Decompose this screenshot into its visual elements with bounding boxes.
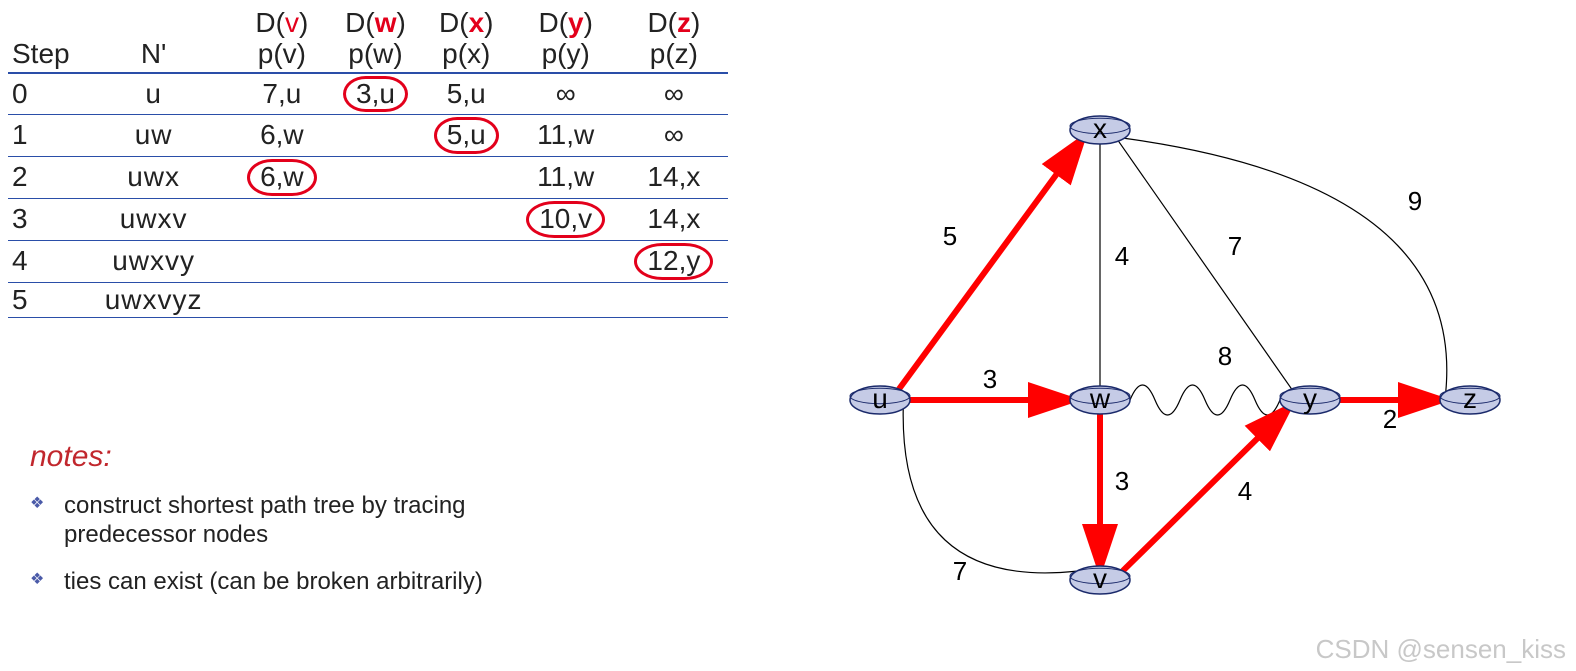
step-cell: 1 xyxy=(8,115,74,157)
dist-cell xyxy=(421,157,512,199)
dist-cell xyxy=(234,240,331,282)
graph-node: z xyxy=(1440,383,1500,414)
svg-text:4: 4 xyxy=(1238,476,1252,506)
dist-cell: 12,y xyxy=(620,240,728,282)
dist-cell: 14,x xyxy=(620,157,728,199)
note-item: construct shortest path tree by tracing … xyxy=(30,492,490,550)
dist-cell xyxy=(421,198,512,240)
svg-text:8: 8 xyxy=(1218,341,1232,371)
graph-node: y xyxy=(1280,383,1340,414)
table-row: 5uwxvyz xyxy=(8,282,728,318)
dist-cell xyxy=(234,198,331,240)
dist-cell xyxy=(330,198,421,240)
dist-cell: 11,w xyxy=(512,115,620,157)
svg-text:3: 3 xyxy=(983,364,997,394)
col-py: p(y) xyxy=(512,39,620,73)
nprime-cell: uwxvy xyxy=(74,240,234,282)
col-pv: p(v) xyxy=(234,39,331,73)
dist-cell: ∞ xyxy=(620,115,728,157)
svg-text:v: v xyxy=(1093,563,1107,594)
dist-cell: ∞ xyxy=(512,73,620,115)
col-step: Step xyxy=(8,39,74,73)
notes-section: notes: construct shortest path tree by t… xyxy=(30,440,490,614)
svg-text:7: 7 xyxy=(1228,231,1242,261)
step-cell: 0 xyxy=(8,73,74,115)
dist-cell: 5,u xyxy=(421,115,512,157)
dist-cell xyxy=(330,282,421,318)
watermark: CSDN @sensen_kiss xyxy=(1316,634,1566,665)
graph-node: v xyxy=(1070,563,1130,594)
svg-text:w: w xyxy=(1089,383,1111,414)
svg-text:y: y xyxy=(1303,383,1317,414)
table-row: 1uw6,w 5,u11,w∞ xyxy=(8,115,728,157)
dist-cell xyxy=(421,282,512,318)
dist-cell xyxy=(512,282,620,318)
table-row: 2uwx6,w 11,w14,x xyxy=(8,157,728,199)
step-cell: 3 xyxy=(8,198,74,240)
dist-cell: 6,w xyxy=(234,115,331,157)
dist-cell xyxy=(234,282,331,318)
graph-node: x xyxy=(1070,113,1130,144)
svg-text:z: z xyxy=(1463,383,1477,414)
dist-cell: 10,v xyxy=(512,198,620,240)
table-row: 3uwxv 10,v14,x xyxy=(8,198,728,240)
dijkstra-table: D(v) D(w) D(x) D(y) D(z) Step N' p(v) p(… xyxy=(8,8,728,318)
svg-text:2: 2 xyxy=(1383,404,1397,434)
svg-text:5: 5 xyxy=(943,221,957,251)
table-row: 0u7,u3,u5,u∞∞ xyxy=(8,73,728,115)
step-cell: 2 xyxy=(8,157,74,199)
svg-text:x: x xyxy=(1093,113,1107,144)
dist-cell xyxy=(512,240,620,282)
dist-cell xyxy=(421,240,512,282)
nprime-cell: uwxv xyxy=(74,198,234,240)
svg-text:3: 3 xyxy=(1115,466,1129,496)
svg-text:9: 9 xyxy=(1408,186,1422,216)
dist-cell: 6,w xyxy=(234,157,331,199)
dist-cell: 7,u xyxy=(234,73,331,115)
dist-cell: ∞ xyxy=(620,73,728,115)
col-px: p(x) xyxy=(421,39,512,73)
nprime-cell: uwx xyxy=(74,157,234,199)
notes-heading: notes: xyxy=(30,440,490,474)
dist-cell xyxy=(330,115,421,157)
dist-cell: 3,u xyxy=(330,73,421,115)
nprime-cell: uw xyxy=(74,115,234,157)
table: D(v) D(w) D(x) D(y) D(z) Step N' p(v) p(… xyxy=(8,8,728,318)
svg-text:7: 7 xyxy=(953,556,967,586)
nprime-cell: u xyxy=(74,73,234,115)
col-nprime: N' xyxy=(74,39,234,73)
col-pz: p(z) xyxy=(620,39,728,73)
svg-text:4: 4 xyxy=(1115,241,1129,271)
network-graph: 5 3 7 4 3 8 7 9 4 2 u w x v y z xyxy=(810,70,1530,630)
graph-node: w xyxy=(1070,383,1130,414)
dist-cell: 11,w xyxy=(512,157,620,199)
dist-cell xyxy=(330,240,421,282)
dist-cell xyxy=(330,157,421,199)
dist-cell: 5,u xyxy=(421,73,512,115)
step-cell: 4 xyxy=(8,240,74,282)
col-pw: p(w) xyxy=(330,39,421,73)
dist-cell: 14,x xyxy=(620,198,728,240)
note-item: ties can exist (can be broken arbitraril… xyxy=(30,568,490,597)
svg-text:u: u xyxy=(872,383,888,414)
step-cell: 5 xyxy=(8,282,74,318)
table-row: 4uwxvy 12,y xyxy=(8,240,728,282)
nprime-cell: uwxvyz xyxy=(74,282,234,318)
dist-cell xyxy=(620,282,728,318)
